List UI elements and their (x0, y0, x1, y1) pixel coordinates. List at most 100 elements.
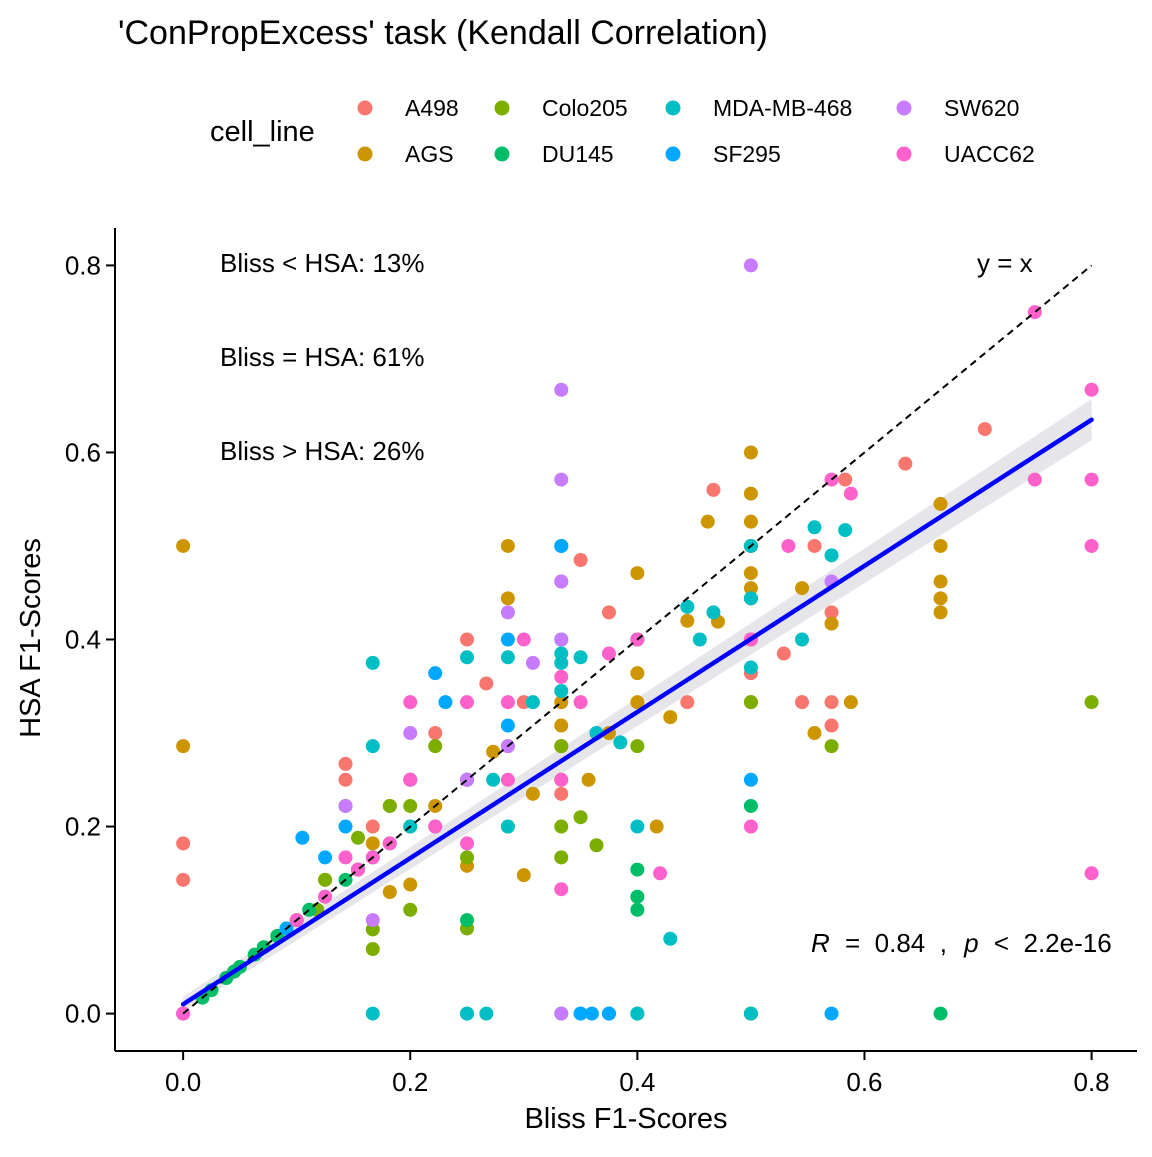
data-point-uacc62 (554, 669, 569, 684)
data-point-du145 (743, 798, 758, 813)
data-point-mda-mb-468 (663, 931, 678, 946)
stats-r-value: = 0.84 , (845, 928, 947, 958)
data-point-a498 (428, 726, 443, 741)
data-point-ags (933, 605, 948, 620)
data-point-a498 (824, 695, 839, 710)
data-point-a498 (479, 676, 494, 691)
data-point-uacc62 (500, 695, 515, 710)
data-point-ags (516, 868, 531, 883)
data-point-ags (743, 514, 758, 529)
data-point-sf295 (500, 718, 515, 733)
stats-annotation: R = 0.84 , p < 2.2e-16 (811, 928, 1112, 958)
data-point-colo205 (630, 739, 645, 754)
data-point-colo205 (589, 838, 604, 853)
data-point-colo205 (382, 798, 397, 813)
data-point-ags (743, 486, 758, 501)
data-point-du145 (630, 889, 645, 904)
data-point-mda-mb-468 (630, 819, 645, 834)
data-point-mda-mb-468 (795, 632, 810, 647)
legend-label-sw620: SW620 (944, 95, 1019, 121)
data-point-sw620 (743, 258, 758, 273)
data-point-ags (700, 514, 715, 529)
legend-key-sw620 (896, 100, 912, 116)
data-point-uacc62 (781, 538, 796, 553)
data-point-ags (649, 819, 664, 834)
data-point-sw620 (554, 472, 569, 487)
data-point-ags (630, 695, 645, 710)
x-tick-label: 0.6 (846, 1067, 882, 1097)
data-point-uacc62 (460, 836, 475, 851)
x-tick-label: 0.0 (165, 1067, 201, 1097)
data-point-mda-mb-468 (743, 660, 758, 675)
data-point-ags (933, 496, 948, 511)
data-point-mda-mb-468 (743, 1006, 758, 1021)
data-point-mda-mb-468 (573, 650, 588, 665)
data-point-colo205 (403, 798, 418, 813)
data-point-uacc62 (1084, 866, 1099, 881)
legend-label-du145: DU145 (542, 141, 614, 167)
data-point-uacc62 (1084, 382, 1099, 397)
data-point-a498 (807, 538, 822, 553)
stats-p-value: < 2.2e-16 (994, 928, 1112, 958)
legend-key-ags (357, 146, 373, 162)
data-point-colo205 (1084, 695, 1099, 710)
data-point-sf295 (584, 1006, 599, 1021)
reference-lines (180, 264, 1094, 1015)
data-point-uacc62 (460, 695, 475, 710)
data-point-sw620 (554, 574, 569, 589)
axes: 0.0 0.2 0.4 0.6 0.8 0.0 0.2 0.4 0.6 0.8 (65, 228, 1137, 1097)
data-point-mda-mb-468 (838, 523, 853, 538)
data-point-mda-mb-468 (743, 591, 758, 606)
data-point-ags (403, 877, 418, 892)
data-point-a498 (680, 695, 695, 710)
data-point-ags (795, 581, 810, 596)
data-point-mda-mb-468 (554, 655, 569, 670)
data-point-uacc62 (653, 866, 668, 881)
data-point-mda-mb-468 (525, 695, 540, 710)
legend-label-uacc62: UACC62 (944, 141, 1035, 167)
data-point-colo205 (554, 819, 569, 834)
data-point-ags (176, 739, 191, 754)
data-point-uacc62 (1084, 472, 1099, 487)
data-point-a498 (898, 456, 913, 471)
data-point-sf295 (295, 830, 310, 845)
data-point-du145 (460, 913, 475, 928)
data-point-ags (630, 566, 645, 581)
legend-label-a498: A498 (405, 95, 459, 121)
y-tick-label: 0.0 (65, 999, 101, 1029)
data-point-a498 (776, 646, 791, 661)
legend-label-colo205: Colo205 (542, 95, 628, 121)
data-point-mda-mb-468 (692, 632, 707, 647)
annotation-bliss-lt-hsa: Bliss < HSA: 13% (220, 248, 424, 278)
data-point-ags (581, 772, 596, 787)
data-point-uacc62 (843, 486, 858, 501)
data-point-colo205 (403, 902, 418, 917)
data-point-sf295 (601, 1006, 616, 1021)
annotation-bliss-eq-hsa: Bliss = HSA: 61% (220, 342, 424, 372)
regression-line (180, 417, 1094, 1007)
data-point-mda-mb-468 (460, 1006, 475, 1021)
data-point-mda-mb-468 (500, 650, 515, 665)
annotation-bliss-gt-hsa: Bliss > HSA: 26% (220, 436, 424, 466)
data-point-uacc62 (516, 632, 531, 647)
x-tick-label: 0.8 (1073, 1067, 1109, 1097)
data-point-sf295 (500, 632, 515, 647)
x-tick-label: 0.2 (392, 1067, 428, 1097)
data-point-colo205 (318, 872, 333, 887)
data-point-colo205 (743, 695, 758, 710)
data-point-a498 (176, 836, 191, 851)
y-tick-label: 0.2 (65, 812, 101, 842)
data-point-ags (933, 591, 948, 606)
data-point-sw620 (500, 605, 515, 620)
legend-key-mda-mb-468 (665, 100, 681, 116)
data-point-ags (486, 744, 501, 759)
data-point-a498 (838, 472, 853, 487)
data-point-uacc62 (743, 819, 758, 834)
data-point-uacc62 (403, 772, 418, 787)
x-axis-label: Bliss F1-Scores (524, 1103, 727, 1135)
data-point-mda-mb-468 (500, 819, 515, 834)
data-point-uacc62 (554, 882, 569, 897)
data-point-colo205 (824, 739, 839, 754)
data-point-mda-mb-468 (365, 739, 380, 754)
stats-p-symbol: p (963, 928, 978, 958)
